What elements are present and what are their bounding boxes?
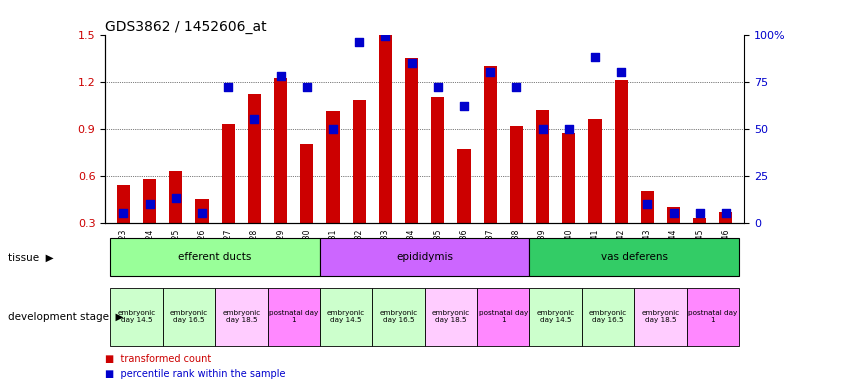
Point — [352, 39, 366, 45]
Bar — [163, 288, 215, 346]
Text: postnatal day
1: postnatal day 1 — [688, 310, 738, 323]
Point — [117, 210, 130, 217]
Bar — [320, 288, 373, 346]
Bar — [530, 238, 739, 276]
Text: embryonic
day 14.5: embryonic day 14.5 — [327, 310, 365, 323]
Point — [510, 84, 523, 90]
Point — [536, 126, 549, 132]
Bar — [215, 288, 267, 346]
Bar — [530, 288, 582, 346]
Bar — [326, 111, 340, 223]
Point — [562, 126, 575, 132]
Bar — [667, 207, 680, 223]
Bar — [110, 288, 163, 346]
Bar — [615, 80, 627, 223]
Point — [248, 116, 262, 122]
Text: epididymis: epididymis — [396, 252, 453, 262]
Text: embryonic
day 16.5: embryonic day 16.5 — [170, 310, 208, 323]
Bar — [110, 238, 320, 276]
Bar — [641, 191, 654, 223]
Text: embryonic
day 18.5: embryonic day 18.5 — [642, 310, 680, 323]
Bar — [320, 238, 530, 276]
Bar — [510, 126, 523, 223]
Text: ■  transformed count: ■ transformed count — [105, 354, 211, 364]
Bar — [143, 179, 156, 223]
Text: embryonic
day 16.5: embryonic day 16.5 — [379, 310, 418, 323]
Text: development stage  ▶: development stage ▶ — [8, 312, 124, 322]
Bar — [378, 35, 392, 223]
Bar — [477, 288, 530, 346]
Point — [195, 210, 209, 217]
Text: tissue  ▶: tissue ▶ — [8, 252, 54, 262]
Bar — [589, 119, 601, 223]
Point — [431, 84, 445, 90]
Point — [274, 73, 288, 79]
Point — [641, 201, 654, 207]
Bar — [634, 288, 686, 346]
Point — [458, 103, 471, 109]
Point — [143, 201, 156, 207]
Bar — [352, 101, 366, 223]
Point — [615, 69, 628, 75]
Text: efferent ducts: efferent ducts — [178, 252, 251, 262]
Text: embryonic
day 16.5: embryonic day 16.5 — [589, 310, 627, 323]
Point — [405, 60, 418, 66]
Text: embryonic
day 18.5: embryonic day 18.5 — [222, 310, 261, 323]
Bar — [117, 185, 130, 223]
Point — [693, 210, 706, 217]
Bar — [686, 288, 739, 346]
Bar — [300, 144, 314, 223]
Text: vas deferens: vas deferens — [600, 252, 668, 262]
Text: embryonic
day 18.5: embryonic day 18.5 — [431, 310, 470, 323]
Bar — [431, 97, 444, 223]
Point — [667, 210, 680, 217]
Text: embryonic
day 14.5: embryonic day 14.5 — [118, 310, 156, 323]
Bar — [693, 218, 706, 223]
Bar — [563, 133, 575, 223]
Bar — [405, 58, 418, 223]
Bar — [425, 288, 477, 346]
Text: postnatal day
1: postnatal day 1 — [269, 310, 319, 323]
Point — [221, 84, 235, 90]
Bar — [582, 288, 634, 346]
Point — [378, 33, 392, 40]
Bar — [248, 94, 261, 223]
Point — [326, 126, 340, 132]
Bar — [536, 110, 549, 223]
Point — [169, 195, 182, 201]
Text: embryonic
day 14.5: embryonic day 14.5 — [537, 310, 574, 323]
Bar — [719, 212, 733, 223]
Point — [300, 84, 314, 90]
Text: ■  percentile rank within the sample: ■ percentile rank within the sample — [105, 369, 286, 379]
Bar — [458, 149, 471, 223]
Text: postnatal day
1: postnatal day 1 — [479, 310, 528, 323]
Point — [484, 69, 497, 75]
Bar — [484, 66, 497, 223]
Point — [719, 210, 733, 217]
Bar — [373, 288, 425, 346]
Bar — [267, 288, 320, 346]
Point — [588, 54, 601, 60]
Bar — [169, 171, 182, 223]
Bar — [195, 199, 209, 223]
Text: GDS3862 / 1452606_at: GDS3862 / 1452606_at — [105, 20, 267, 33]
Bar — [274, 78, 287, 223]
Bar — [222, 124, 235, 223]
